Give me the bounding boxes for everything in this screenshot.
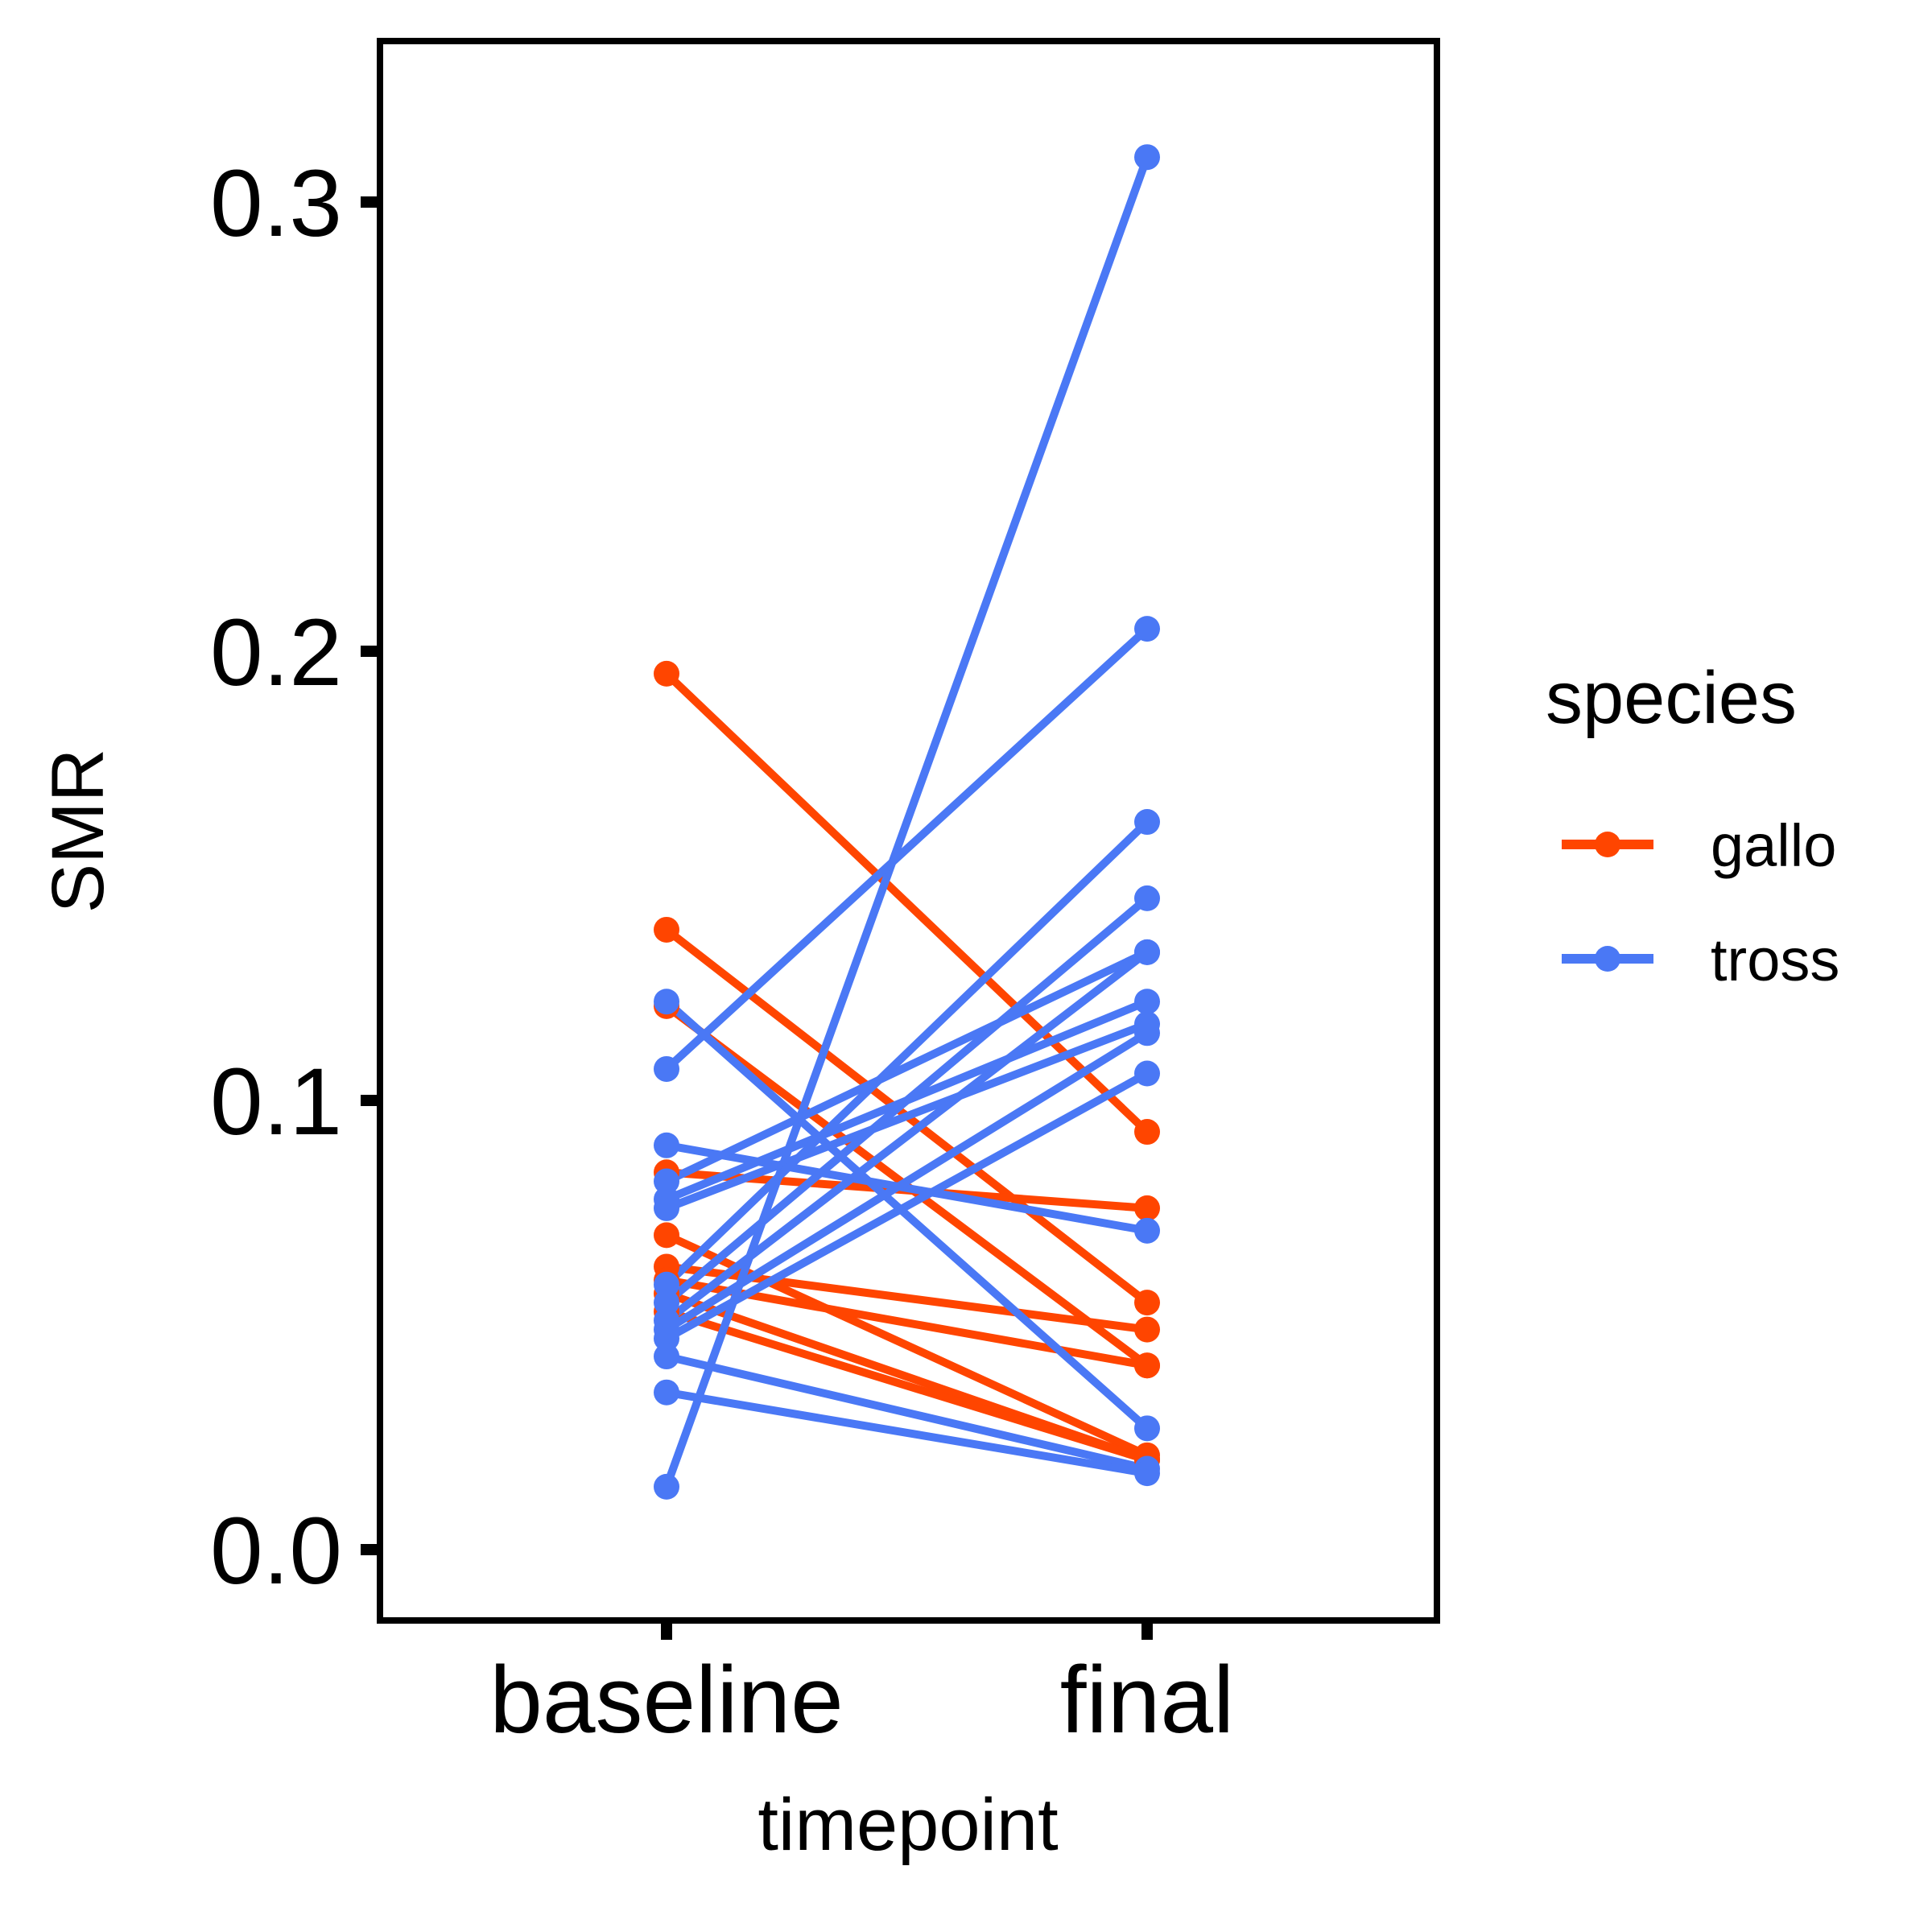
tross-line-9 bbox=[663, 894, 1151, 1307]
legend-key-point-gallo bbox=[1595, 832, 1620, 857]
y-axis-title: SMR bbox=[37, 749, 119, 913]
tross-point-14-baseline bbox=[654, 1379, 679, 1406]
legend-title: species bbox=[1546, 657, 1797, 739]
tross-point-6-final bbox=[1134, 989, 1160, 1015]
x-tick-label: baseline bbox=[489, 1647, 844, 1753]
y-tick-label: 0.0 bbox=[210, 1498, 342, 1604]
y-tick-label: 0.1 bbox=[210, 1049, 342, 1155]
tross-line-14 bbox=[663, 1388, 1151, 1478]
tross-line-4 bbox=[663, 1141, 1151, 1235]
gallo-point-7-final bbox=[1134, 1352, 1160, 1379]
tross-point-7-baseline bbox=[654, 1195, 679, 1221]
tross-line-1 bbox=[663, 153, 1151, 1491]
series-points bbox=[654, 144, 1160, 1500]
tross-point-4-baseline bbox=[654, 1132, 679, 1158]
x-axis-title: timepoint bbox=[758, 1784, 1058, 1866]
legend-label-tross: tross bbox=[1711, 927, 1839, 993]
tross-point-2-final bbox=[1134, 616, 1160, 642]
tross-point-3-final bbox=[1134, 1415, 1160, 1442]
tross-line-8 bbox=[663, 818, 1151, 1289]
tross-point-1-baseline bbox=[654, 1473, 679, 1500]
tross-point-12-baseline bbox=[654, 1325, 679, 1352]
x-tick-label: final bbox=[1060, 1647, 1234, 1753]
tross-point-14-final bbox=[1134, 1460, 1160, 1487]
tross-point-10-final bbox=[1134, 939, 1160, 965]
x-axis: baseline final bbox=[489, 1620, 1234, 1753]
gallo-point-2-baseline bbox=[654, 916, 679, 943]
tross-point-8-baseline bbox=[654, 1271, 679, 1298]
tross-point-13-baseline bbox=[654, 1344, 679, 1370]
tross-point-8-final bbox=[1134, 809, 1160, 836]
tross-point-9-baseline bbox=[654, 1290, 679, 1316]
gallo-line-9 bbox=[663, 1307, 1151, 1464]
tross-line-13 bbox=[663, 1352, 1151, 1473]
gallo-point-2-final bbox=[1134, 1290, 1160, 1316]
gallo-point-5-baseline bbox=[654, 1222, 679, 1249]
legend-key-point-tross bbox=[1595, 946, 1620, 972]
gallo-point-6-final bbox=[1134, 1316, 1160, 1343]
tross-point-11-final bbox=[1134, 1020, 1160, 1046]
tross-line-5 bbox=[663, 947, 1151, 1186]
series-lines bbox=[663, 153, 1151, 1491]
tross-line-7 bbox=[663, 1020, 1151, 1212]
tross-line-2 bbox=[663, 625, 1151, 1073]
tross-point-3-baseline bbox=[654, 989, 679, 1015]
tross-point-2-baseline bbox=[654, 1055, 679, 1082]
tross-point-4-final bbox=[1134, 1217, 1160, 1244]
tross-line-10 bbox=[663, 947, 1151, 1325]
y-tick-label: 0.2 bbox=[210, 600, 342, 706]
gallo-point-1-final bbox=[1134, 1119, 1160, 1146]
legend: species gallo tross bbox=[1546, 657, 1839, 993]
tross-point-12-final bbox=[1134, 1060, 1160, 1087]
y-axis: 0.0 0.1 0.2 0.3 bbox=[210, 151, 380, 1604]
gallo-point-4-final bbox=[1134, 1195, 1160, 1221]
tross-point-9-final bbox=[1134, 885, 1160, 911]
y-tick-label: 0.3 bbox=[210, 151, 342, 257]
tross-line-11 bbox=[663, 1029, 1151, 1334]
tross-line-3 bbox=[663, 997, 1151, 1433]
tross-point-5-baseline bbox=[654, 1168, 679, 1195]
tross-line-12 bbox=[663, 1069, 1151, 1343]
tross-point-1-final bbox=[1134, 144, 1160, 171]
legend-label-gallo: gallo bbox=[1711, 812, 1836, 879]
plot-panel-border bbox=[377, 38, 1440, 1624]
gallo-point-1-baseline bbox=[654, 660, 679, 687]
